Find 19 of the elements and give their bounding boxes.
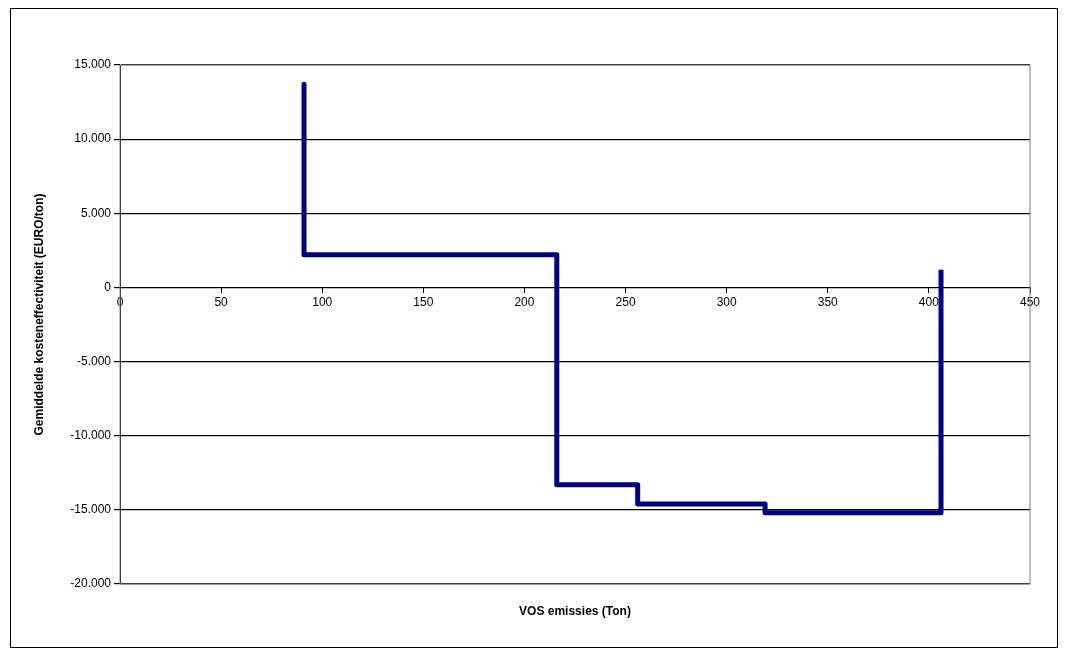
y-tick-label: -10.000 <box>70 428 112 443</box>
x-tick-label: 450 <box>1019 294 1041 309</box>
x-tick-label: 250 <box>615 294 636 309</box>
y-tick-label: 15.000 <box>74 57 112 72</box>
x-tick-label: 150 <box>413 294 434 309</box>
y-tick-label: -5.000 <box>76 353 112 368</box>
y-axis-title: Gemiddelde kosteneffectiviteit (EURO/ton) <box>32 193 47 436</box>
x-tick-label: 400 <box>918 294 940 309</box>
y-tick-label: -20.000 <box>70 576 112 591</box>
y-tick-label: -15.000 <box>70 502 112 517</box>
x-tick-label: 50 <box>214 294 229 309</box>
x-tick-label: 200 <box>514 294 535 309</box>
x-tick-label: 300 <box>716 294 737 309</box>
y-tick-label: 5.000 <box>80 205 112 220</box>
y-tick-label: 0 <box>104 279 112 294</box>
x-tick-label: 350 <box>817 294 839 309</box>
y-tick-label: 10.000 <box>74 131 112 146</box>
x-axis-title: VOS emissies (Ton) <box>519 604 631 619</box>
x-tick-label: 100 <box>312 294 333 309</box>
